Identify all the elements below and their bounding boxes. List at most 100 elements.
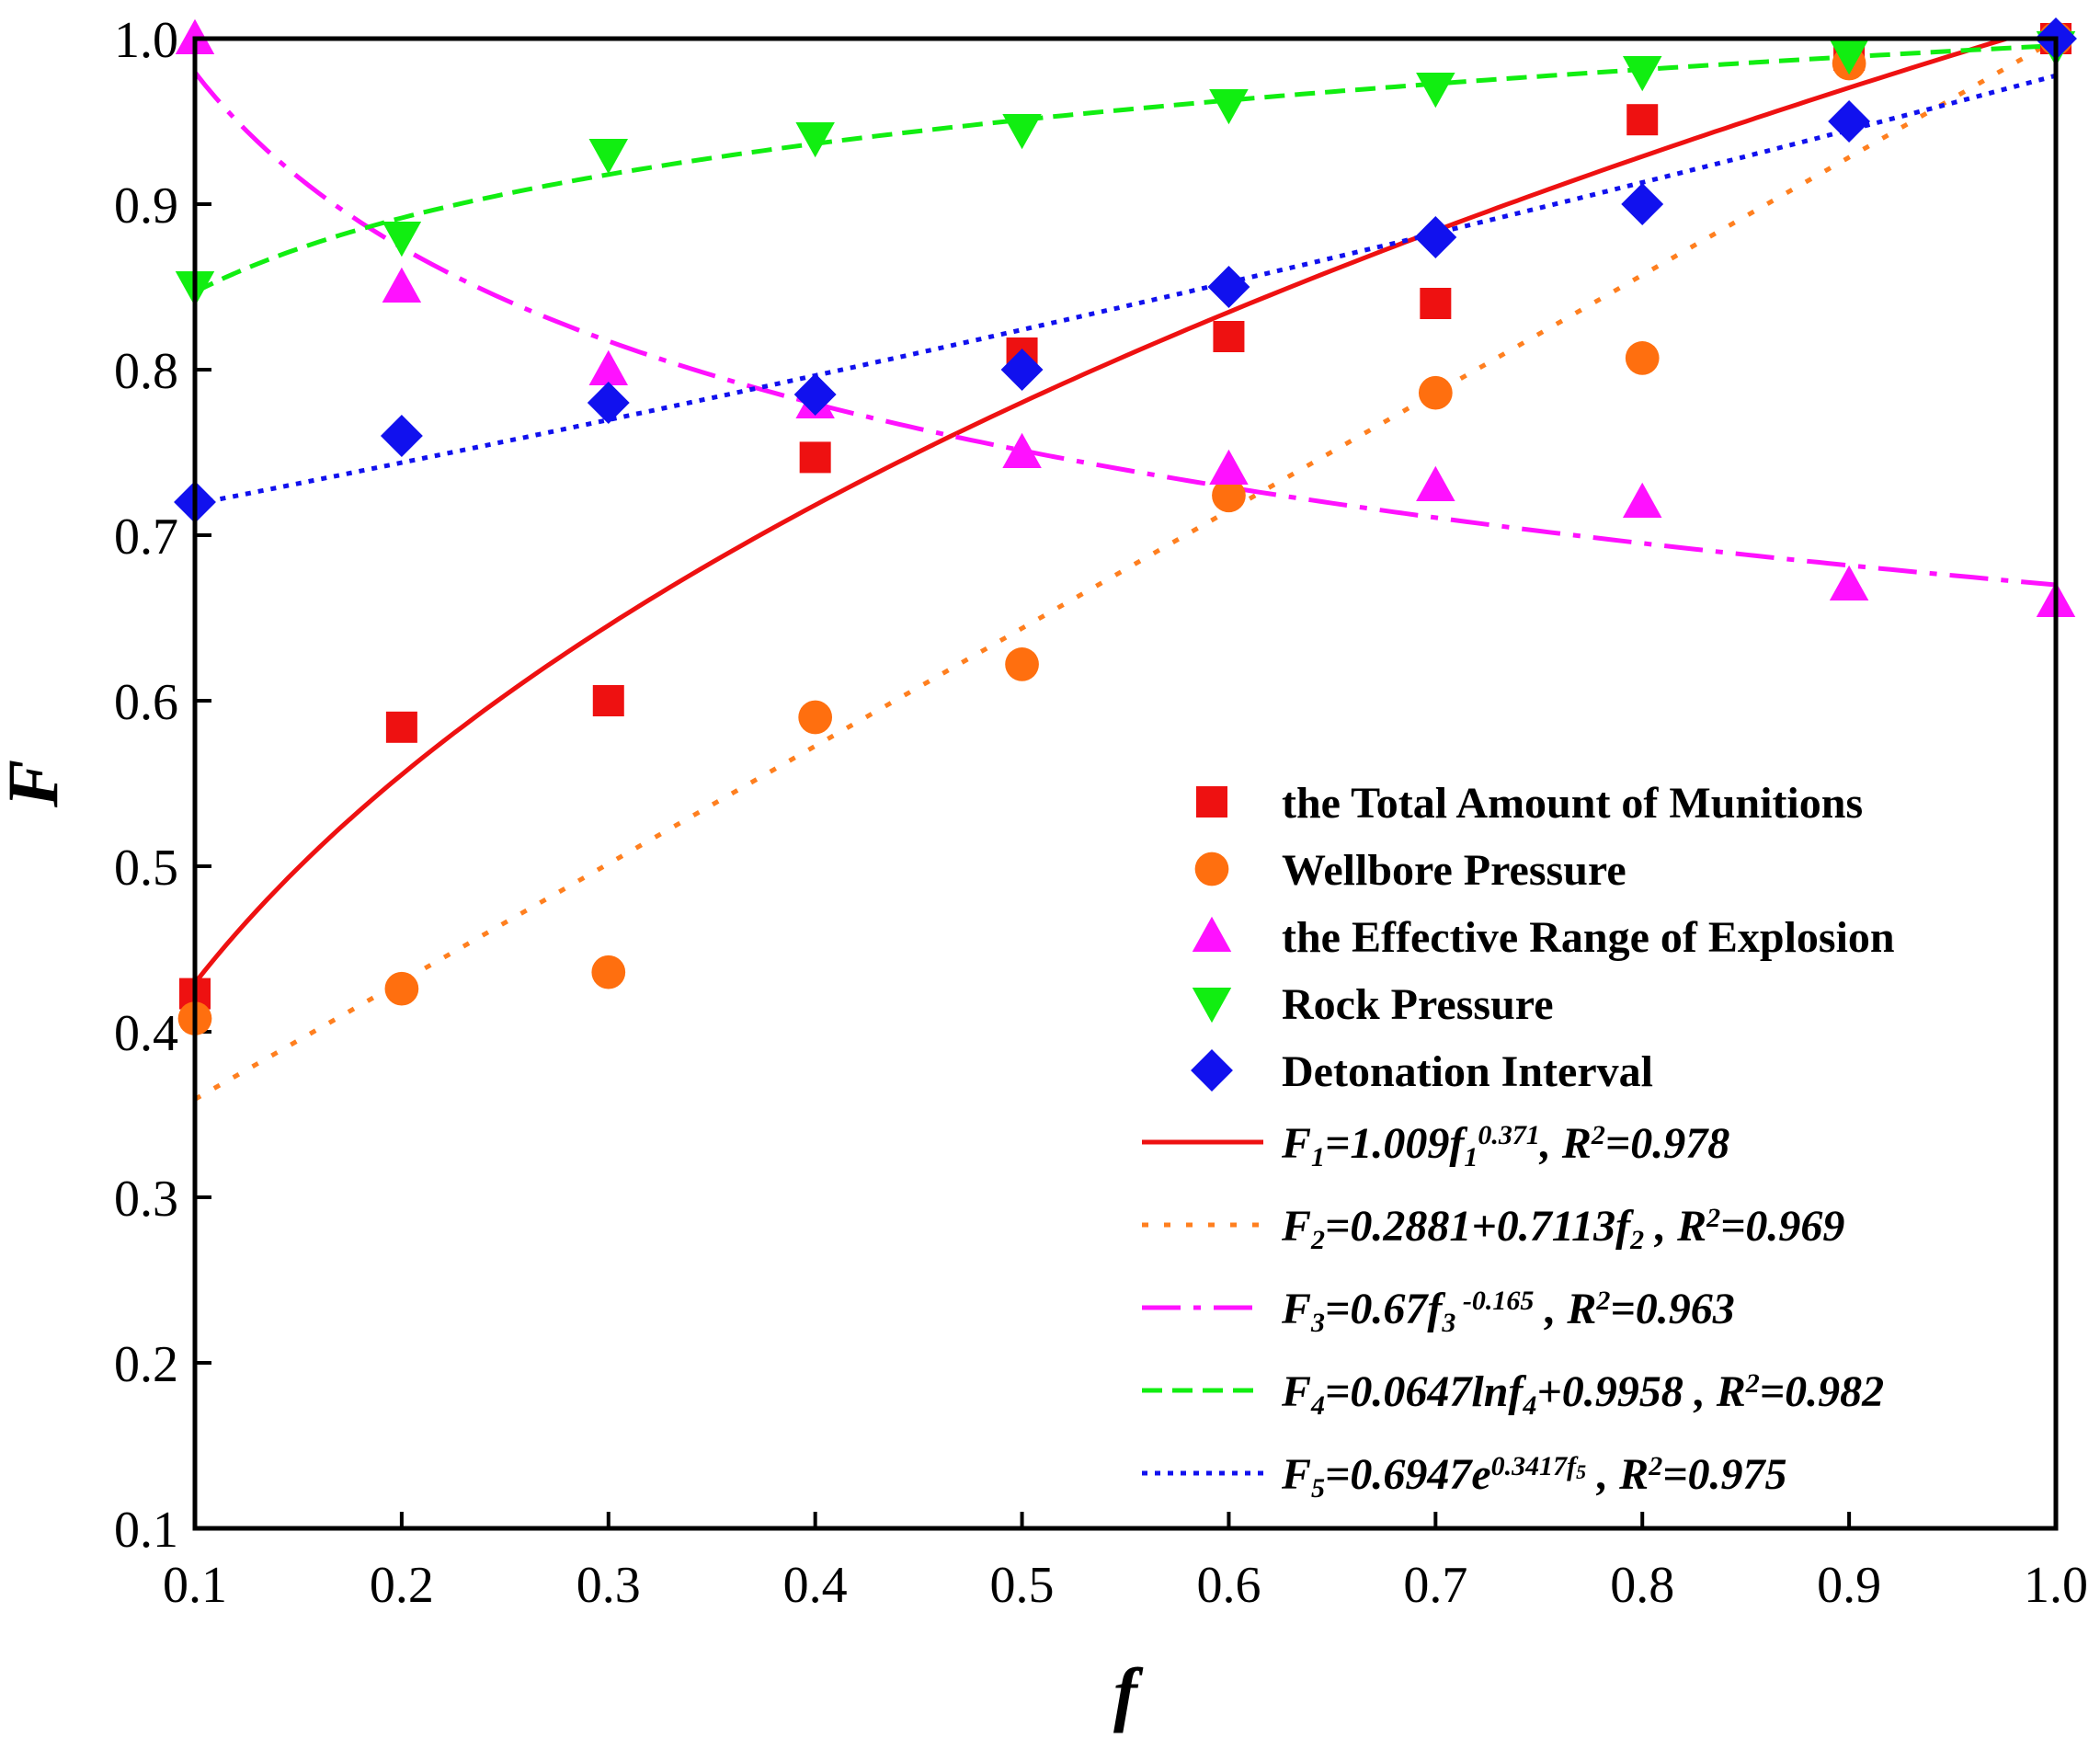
y-tick-label: 1.0 xyxy=(114,12,178,69)
x-axis-title: f xyxy=(1113,1653,1144,1733)
equation-part: =0.0647lnf xyxy=(1325,1367,1526,1416)
legend-label: the Effective Range of Explosion xyxy=(1282,913,1895,962)
data-point-diamond xyxy=(1828,100,1871,143)
data-point-square xyxy=(1420,288,1452,319)
equation-part: 0.3417f xyxy=(1491,1451,1580,1481)
y-tick-label: 0.8 xyxy=(114,343,178,400)
equation-part: =0.67f xyxy=(1325,1285,1445,1333)
data-point-circle xyxy=(384,971,419,1006)
equation-part: F xyxy=(1281,1202,1311,1251)
data-point-circle xyxy=(1212,478,1246,513)
legend-marker-triangle-up xyxy=(1192,916,1232,952)
data-point-triangle-down xyxy=(795,122,835,158)
data-point-diamond xyxy=(380,415,423,457)
equation-part: 1 xyxy=(1311,1142,1325,1172)
equation-part: F xyxy=(1281,1367,1311,1416)
equation-part: 3 xyxy=(1441,1308,1455,1338)
equation-part: , R xyxy=(1534,1285,1596,1333)
y-tick-label: 0.1 xyxy=(114,1502,178,1559)
equation-part: =0.975 xyxy=(1662,1450,1786,1499)
data-point-diamond xyxy=(1621,183,1664,225)
equation-part: F xyxy=(1281,1450,1311,1499)
equation-part: =0.982 xyxy=(1760,1367,1884,1416)
y-tick-label: 0.6 xyxy=(114,674,178,731)
legend-equation-f4: F4=0.0647lnf4+0.9958 , R2=0.982 xyxy=(1281,1367,1884,1421)
data-point-triangle-up xyxy=(588,349,629,385)
data-point-triangle-up xyxy=(382,267,422,303)
legend-label: Detonation Interval xyxy=(1282,1047,1653,1096)
fit-line-f5 xyxy=(195,73,2056,507)
equation-part: , R xyxy=(1586,1450,1649,1499)
equation-part: 2 xyxy=(1310,1225,1325,1255)
legend-equation-f2: F2=0.2881+0.7113f2 , R2=0.969 xyxy=(1281,1202,1844,1255)
equation-part: F xyxy=(1281,1285,1311,1333)
legend-equation-f1: F1=1.009f10.371, R2=0.978 xyxy=(1281,1119,1729,1172)
equation-part: 5 xyxy=(1311,1473,1325,1504)
data-point-diamond xyxy=(587,382,630,424)
legend-marker-diamond xyxy=(1191,1049,1233,1092)
plot-frame xyxy=(192,36,2059,1531)
equation-part: 5 xyxy=(1576,1460,1586,1483)
x-tick-label: 0.3 xyxy=(576,1557,641,1614)
data-point-square xyxy=(799,441,831,474)
x-tick-label: 0.7 xyxy=(1403,1557,1467,1614)
data-point-square xyxy=(592,685,624,716)
equation-part: 2 xyxy=(1648,1451,1662,1481)
equation-part: 3 xyxy=(1310,1308,1325,1338)
data-point-triangle-down xyxy=(588,139,629,175)
y-tick-label: 0.2 xyxy=(114,1336,178,1393)
x-tick-label: 0.9 xyxy=(1817,1557,1881,1614)
fit-line-f2 xyxy=(195,39,2056,1102)
fit-line-f4 xyxy=(195,43,2056,294)
equation-part: =0.2881+0.7113f xyxy=(1325,1202,1634,1251)
equation-part: 1 xyxy=(1464,1142,1478,1172)
y-tick-label: 0.4 xyxy=(114,1005,178,1062)
data-point-square xyxy=(385,711,417,743)
data-point-triangle-up xyxy=(1622,482,1662,518)
legend-marker-triangle-down xyxy=(1192,988,1232,1023)
data-point-square xyxy=(1626,104,1659,136)
equation-part: +0.9958 , R xyxy=(1536,1367,1745,1416)
legend-equation-f3: F3=0.67f3 -0.165 , R2=0.963 xyxy=(1281,1285,1735,1338)
equation-part: 2 xyxy=(1595,1286,1610,1316)
equation-part: 2 xyxy=(1591,1120,1605,1150)
data-point-triangle-down xyxy=(1416,73,1455,109)
legend-label: the Total Amount of Munitions xyxy=(1282,779,1863,828)
equation-part: 2 xyxy=(1745,1368,1760,1399)
data-points xyxy=(174,17,2077,1035)
y-tick-label: 0.3 xyxy=(114,1171,178,1228)
data-point-diamond xyxy=(1000,349,1044,391)
fit-line-f1 xyxy=(195,39,2015,985)
equation-part: =0.6947e xyxy=(1325,1450,1491,1499)
y-tick-label: 0.7 xyxy=(114,509,178,566)
legend-label: Wellbore Pressure xyxy=(1282,846,1626,895)
y-axis-title: F xyxy=(0,760,73,808)
data-point-triangle-up xyxy=(1829,565,1869,600)
x-tick-label: 0.4 xyxy=(783,1557,848,1614)
equation-part: -0.165 xyxy=(1455,1286,1534,1316)
equation-part: , R xyxy=(1644,1202,1706,1251)
equation-part: , R xyxy=(1538,1119,1592,1168)
equation-part: 4 xyxy=(1310,1390,1325,1421)
data-point-diamond xyxy=(1414,216,1457,258)
equation-part: =0.978 xyxy=(1605,1119,1729,1168)
x-tick-label: 0.8 xyxy=(1610,1557,1674,1614)
tick-labels: 0.1 0.2 0.3 0.4 0.5 0.6 0.7 0.8 0.9 1.0 0.1 0.2 0.3 0… xyxy=(114,12,2088,1614)
data-point-diamond xyxy=(1207,266,1250,308)
data-point-circle xyxy=(591,955,626,989)
legend-marker-circle xyxy=(1194,852,1229,886)
fit-line-f3 xyxy=(195,71,2056,588)
equation-part: =0.969 xyxy=(1720,1202,1844,1251)
x-tick-label: 0.1 xyxy=(163,1557,227,1614)
data-point-triangle-down xyxy=(382,222,422,257)
equation-part: 2 xyxy=(1629,1225,1644,1255)
data-point-triangle-up xyxy=(1416,465,1455,501)
data-point-triangle-down xyxy=(1829,40,1869,75)
data-point-triangle-down xyxy=(1622,56,1662,92)
equation-part: =1.009f xyxy=(1325,1119,1467,1168)
x-tick-label: 0.6 xyxy=(1196,1557,1261,1614)
legend: the Total Amount of Munitions Wellbore Pr… xyxy=(1142,779,1895,1504)
x-tick-label: 0.5 xyxy=(990,1557,1055,1614)
equation-part: =0.963 xyxy=(1610,1285,1734,1333)
